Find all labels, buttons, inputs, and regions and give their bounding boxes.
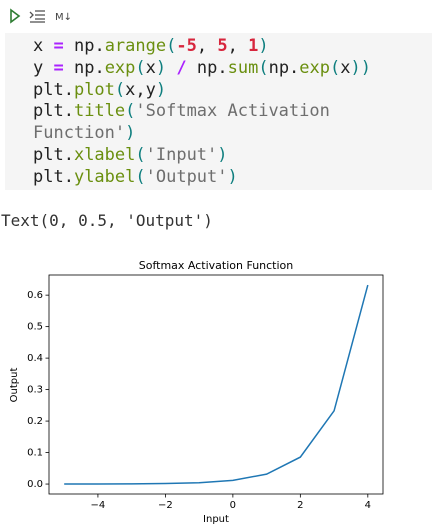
code-token: xlabel bbox=[73, 145, 136, 165]
code-token: title bbox=[73, 101, 126, 122]
chart-title: Softmax Activation Function bbox=[139, 259, 294, 272]
x-tick-label: 2 bbox=[297, 500, 303, 511]
code-token: 1 bbox=[248, 36, 259, 56]
x-axis-label: Input bbox=[203, 514, 229, 525]
code-token: , bbox=[196, 36, 218, 56]
cell-output: Text(0, 0.5, 'Output') bbox=[1, 211, 213, 230]
code-line: plt.ylabel('Output') bbox=[33, 166, 238, 188]
code-token: ( bbox=[125, 101, 136, 122]
code-token: ( bbox=[135, 166, 146, 187]
code-line: plt.xlabel('Input') bbox=[33, 144, 228, 166]
code-token bbox=[166, 58, 176, 78]
markdown-button[interactable]: M↓ bbox=[55, 12, 72, 23]
code-token: ) bbox=[227, 166, 238, 187]
code-token: plt. bbox=[33, 101, 74, 122]
code-token: 'Softmax Activation bbox=[135, 101, 330, 122]
x-tick-label: 0 bbox=[230, 500, 236, 511]
code-token: ) bbox=[125, 123, 136, 144]
y-axis-label: Output bbox=[9, 368, 20, 403]
code-token: x,y bbox=[125, 79, 156, 100]
code-token: ) bbox=[258, 36, 269, 56]
code-line: y = np.exp(x) / np.sum(np.exp(x)) bbox=[33, 57, 371, 79]
code-line: plt.plot(x,y) bbox=[33, 79, 166, 101]
x-tick-label: −4 bbox=[91, 500, 106, 511]
y-tick-label: 0.1 bbox=[27, 448, 43, 459]
code-token: x bbox=[145, 57, 156, 78]
code-token: ( bbox=[135, 145, 146, 165]
y-tick-label: 0.6 bbox=[27, 290, 43, 301]
code-token: exp bbox=[104, 57, 136, 78]
code-token: ) bbox=[155, 79, 167, 100]
code-token: arange bbox=[104, 36, 167, 56]
y-tick-label: 0.5 bbox=[27, 322, 43, 333]
code-token: sum bbox=[227, 57, 259, 78]
code-token: , bbox=[227, 36, 249, 56]
code-token: ylabel bbox=[73, 166, 136, 187]
code-token: Function' bbox=[33, 123, 126, 144]
code-token: 'Input' bbox=[145, 145, 218, 165]
code-token: y bbox=[33, 57, 54, 78]
line-series bbox=[64, 284, 369, 485]
code-cell[interactable]: x = np.arange(-5, 5, 1) y = np.exp(x) / n… bbox=[5, 33, 432, 190]
code-token: 'Output' bbox=[145, 166, 228, 187]
code-token: ( bbox=[258, 57, 269, 78]
list-icon[interactable] bbox=[29, 10, 45, 23]
y-tick-label: 0.0 bbox=[27, 479, 43, 490]
plot-frame bbox=[48, 274, 384, 495]
code-token: ) bbox=[155, 57, 167, 78]
run-icon[interactable] bbox=[10, 8, 21, 24]
code-token: ( bbox=[166, 36, 177, 56]
code-token: plt. bbox=[33, 166, 74, 187]
code-token: = bbox=[53, 36, 64, 56]
code-token: ( bbox=[114, 79, 126, 100]
code-line: x = np.arange(-5, 5, 1) bbox=[33, 35, 269, 57]
code-token: plot bbox=[73, 79, 115, 100]
x-tick-label: −2 bbox=[158, 500, 173, 511]
code-token: np. bbox=[63, 36, 105, 56]
code-line: Function') bbox=[33, 122, 135, 144]
code-token: )) bbox=[350, 57, 371, 78]
code-token: ( bbox=[135, 57, 146, 78]
cell-toolbar: M↓ bbox=[0, 0, 437, 30]
y-tick-label: 0.2 bbox=[27, 416, 43, 427]
code-token: x bbox=[340, 57, 351, 78]
code-token: plt. bbox=[33, 145, 74, 165]
x-tick-label: 4 bbox=[365, 500, 371, 511]
toolbar-icons: M↓ bbox=[10, 8, 72, 24]
code-token: -5 bbox=[176, 36, 197, 56]
code-token: ) bbox=[217, 145, 228, 165]
code-token: ( bbox=[330, 57, 341, 78]
code-token: x bbox=[33, 36, 54, 56]
code-line: plt.title('Softmax Activation bbox=[33, 100, 330, 122]
code-token: np. bbox=[268, 57, 300, 78]
y-tick-label: 0.3 bbox=[27, 385, 43, 396]
code-token: plt. bbox=[33, 79, 74, 100]
code-token: 5 bbox=[217, 36, 228, 56]
y-tick-label: 0.4 bbox=[27, 353, 43, 364]
code-token: np. bbox=[63, 57, 105, 78]
code-token: / bbox=[176, 57, 187, 78]
code-token: exp bbox=[299, 57, 331, 78]
code-token: = bbox=[53, 57, 64, 78]
code-token: np. bbox=[186, 57, 228, 78]
